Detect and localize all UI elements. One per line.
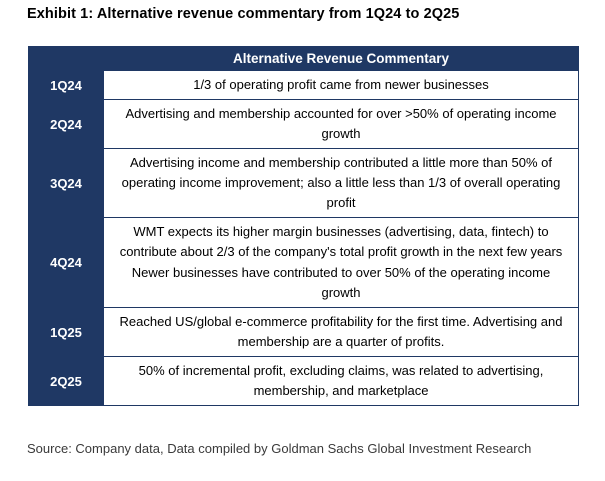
exhibit-source: Source: Company data, Data compiled by G… — [27, 441, 532, 456]
quarter-label: 2Q24 — [28, 99, 104, 149]
exhibit-title: Exhibit 1: Alternative revenue commentar… — [27, 6, 460, 22]
quarter-label: 4Q24 — [28, 217, 104, 308]
commentary-cell: 50% of incremental profit, excluding cla… — [103, 356, 579, 406]
table-header-row: Alternative Revenue Commentary — [28, 46, 579, 71]
commentary-cell: Advertising income and membership contri… — [103, 148, 579, 218]
commentary-paragraph: Reached US/global e-commerce profitabili… — [119, 314, 563, 349]
revenue-table: Alternative Revenue Commentary 1Q24 1/3 o… — [28, 46, 579, 406]
commentary-paragraph: Advertising income and membership contri… — [121, 155, 561, 210]
corner-cell — [28, 46, 104, 71]
quarter-label: 3Q24 — [28, 148, 104, 218]
commentary-cell: 1/3 of operating profit came from newer … — [103, 70, 579, 100]
table-row: 3Q24 Advertising income and membership co… — [28, 148, 579, 218]
quarter-label: 1Q24 — [28, 70, 104, 100]
commentary-paragraph: WMT expects its higher margin businesses… — [119, 224, 563, 259]
table-row: 2Q25 50% of incremental profit, excluding… — [28, 356, 579, 406]
quarter-label: 1Q25 — [28, 307, 104, 357]
table-row: 1Q25 Reached US/global e-commerce profita… — [28, 307, 579, 357]
table-row: 4Q24 WMT expects its higher margin busine… — [28, 217, 579, 308]
table-body: Alternative Revenue Commentary 1Q24 1/3 o… — [28, 46, 579, 406]
commentary-paragraph: 50% of incremental profit, excluding cla… — [138, 363, 544, 398]
table-row: 2Q24 Advertising and membership accounted… — [28, 99, 579, 149]
commentary-paragraph: 1/3 of operating profit came from newer … — [193, 77, 489, 92]
commentary-paragraph: Newer businesses have contributed to ove… — [131, 265, 551, 300]
table-header-label: Alternative Revenue Commentary — [103, 46, 579, 71]
commentary-cell: Reached US/global e-commerce profitabili… — [103, 307, 579, 357]
quarter-label: 2Q25 — [28, 356, 104, 406]
commentary-cell: WMT expects its higher margin businesses… — [103, 217, 579, 308]
commentary-cell: Advertising and membership accounted for… — [103, 99, 579, 149]
table-row: 1Q24 1/3 of operating profit came from ne… — [28, 70, 579, 100]
commentary-paragraph: Advertising and membership accounted for… — [125, 106, 557, 141]
